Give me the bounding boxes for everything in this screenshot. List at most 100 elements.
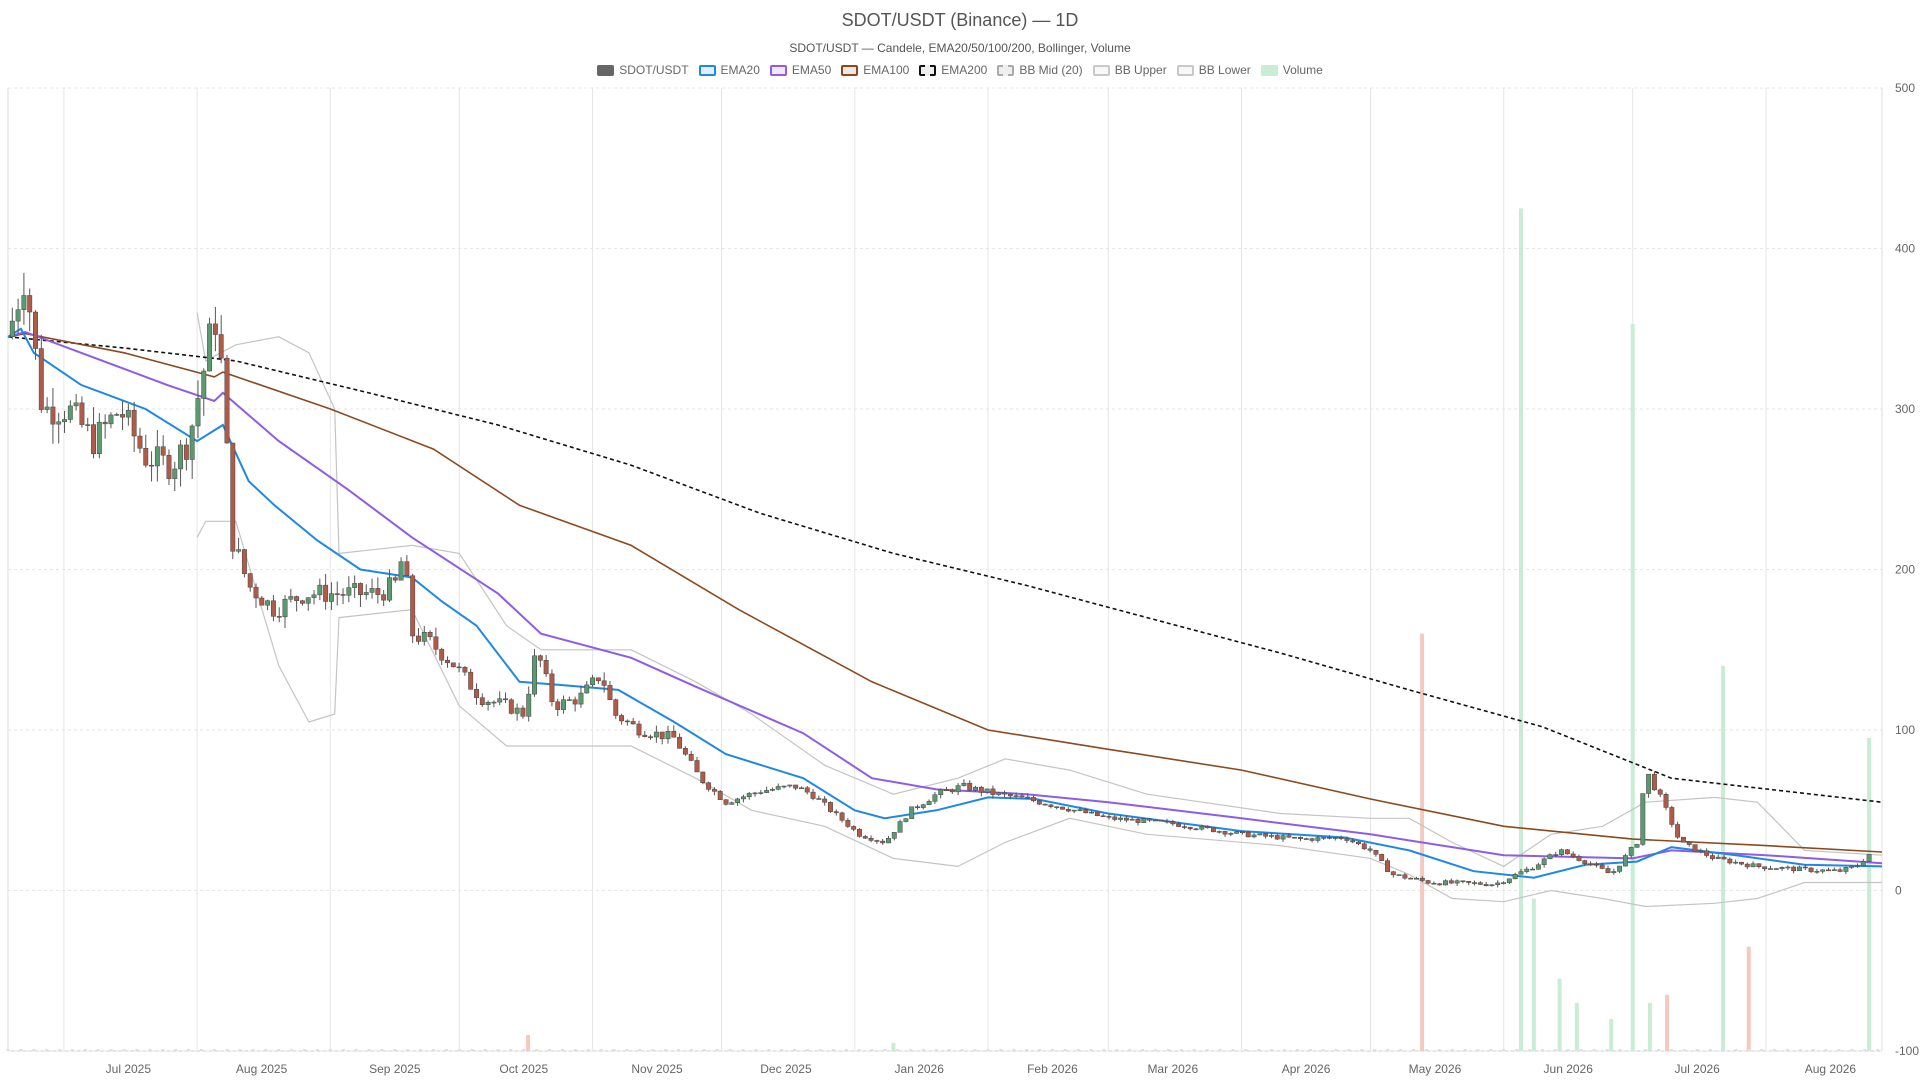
candle-body (1518, 871, 1524, 875)
volume-bar (973, 1049, 977, 1051)
legend-label: BB Mid (20) (1019, 63, 1083, 77)
x-tick-label: Sep 2025 (369, 1062, 421, 1076)
candle-body (56, 421, 62, 425)
candle-body (381, 594, 387, 601)
candle-body (1245, 831, 1251, 838)
candle-body (1176, 823, 1182, 827)
volume-bar (1489, 1049, 1493, 1051)
candle-body (1721, 856, 1727, 860)
candle-body (1744, 863, 1750, 868)
candle-body (566, 699, 572, 701)
candle-body (1605, 868, 1611, 874)
candle-body (833, 811, 839, 814)
legend-swatch (1092, 64, 1110, 76)
candle-body (828, 802, 833, 812)
ema100-line (7, 332, 1883, 853)
candle-body (1657, 789, 1663, 795)
candle-body (857, 829, 862, 837)
legend-item[interactable]: SDOT/USDT (597, 63, 689, 77)
y-tick-label: 200 (1895, 563, 1915, 577)
candle-body (798, 787, 804, 790)
legend-label: EMA50 (791, 63, 832, 77)
candle-body (1477, 882, 1483, 885)
volume-bar (1863, 1049, 1867, 1051)
volume-bar (1063, 1049, 1067, 1051)
candle-body (769, 789, 775, 791)
volume-bar (715, 1049, 719, 1051)
candle-body (677, 736, 683, 749)
legend-swatch (841, 64, 859, 76)
candle-body (1315, 837, 1321, 841)
volume-bar (1257, 1049, 1261, 1051)
volume-bar (70, 1049, 74, 1051)
candle-body (520, 707, 526, 717)
candle-body (207, 323, 213, 372)
candle-body (1849, 866, 1855, 868)
candle-body (949, 789, 955, 793)
volume-bar (1218, 1049, 1222, 1051)
candle-body (1106, 816, 1112, 818)
candle-body (67, 405, 73, 420)
candle-body (1303, 838, 1309, 840)
legend-item[interactable]: EMA200 (919, 63, 987, 77)
legend-item[interactable]: EMA100 (841, 63, 909, 77)
legend-item[interactable]: BB Mid (20) (997, 63, 1083, 77)
candle-body (549, 673, 555, 703)
volume-bar (187, 1049, 191, 1051)
candle-body (1152, 819, 1158, 822)
legend-item[interactable]: EMA50 (769, 63, 832, 77)
candle-body (706, 782, 712, 790)
volume-bar (1089, 1049, 1093, 1051)
candle-body (793, 784, 799, 789)
candle-body (1332, 837, 1338, 839)
candle-body (613, 699, 619, 716)
candle-body (1112, 816, 1118, 820)
candle-body (1866, 854, 1872, 862)
candle-body (1530, 868, 1536, 871)
candle-body (1831, 869, 1837, 871)
volume-bar (1656, 1049, 1660, 1051)
volume-bar (1837, 1049, 1841, 1051)
x-tick-label: Aug 2025 (236, 1062, 288, 1076)
candle-body (201, 370, 207, 399)
volume-bar (573, 1049, 577, 1051)
candle-body (346, 587, 352, 596)
volume-bar (1630, 323, 1635, 1051)
candle-body (897, 821, 903, 833)
candle-body (671, 730, 677, 738)
volume-bar (1102, 1049, 1106, 1051)
candle-body (1431, 882, 1437, 885)
ema-lines (7, 327, 1883, 879)
candle-body (694, 760, 700, 773)
candle-body (1007, 793, 1013, 797)
legend-label: EMA200 (941, 63, 988, 77)
volume-bar (1747, 1049, 1751, 1051)
candle-body (398, 561, 404, 581)
volume-bar (754, 1049, 758, 1051)
legend-item[interactable]: EMA20 (698, 63, 760, 77)
legend-item[interactable]: Volume (1260, 63, 1323, 77)
candle-body (114, 414, 120, 416)
volume-bar (1424, 1049, 1428, 1051)
candle-body (804, 787, 810, 793)
chart-subtitle: SDOT/USDT — Candele, EMA20/50/100/200, B… (789, 41, 1131, 55)
legend-item[interactable]: BB Upper (1092, 63, 1167, 77)
candle-body (1454, 880, 1460, 884)
candle-body (497, 698, 503, 703)
candle-body (1611, 871, 1617, 874)
legend-swatch (1176, 64, 1194, 76)
candle-body (1036, 800, 1042, 805)
volume-bar (1502, 1049, 1506, 1051)
candle-body (143, 447, 149, 466)
volume-bar (1115, 1049, 1119, 1051)
legend-label: EMA100 (863, 63, 910, 77)
candle-body (1327, 837, 1332, 839)
volume-bar (1141, 1049, 1145, 1051)
candle-body (1216, 831, 1222, 833)
candle-body (1060, 806, 1066, 810)
volume-bar (805, 1049, 809, 1051)
candle-body (1483, 884, 1489, 887)
volume-bar (238, 1049, 242, 1051)
legend-item[interactable]: BB Lower (1176, 63, 1251, 77)
volume-bar (625, 1049, 629, 1051)
